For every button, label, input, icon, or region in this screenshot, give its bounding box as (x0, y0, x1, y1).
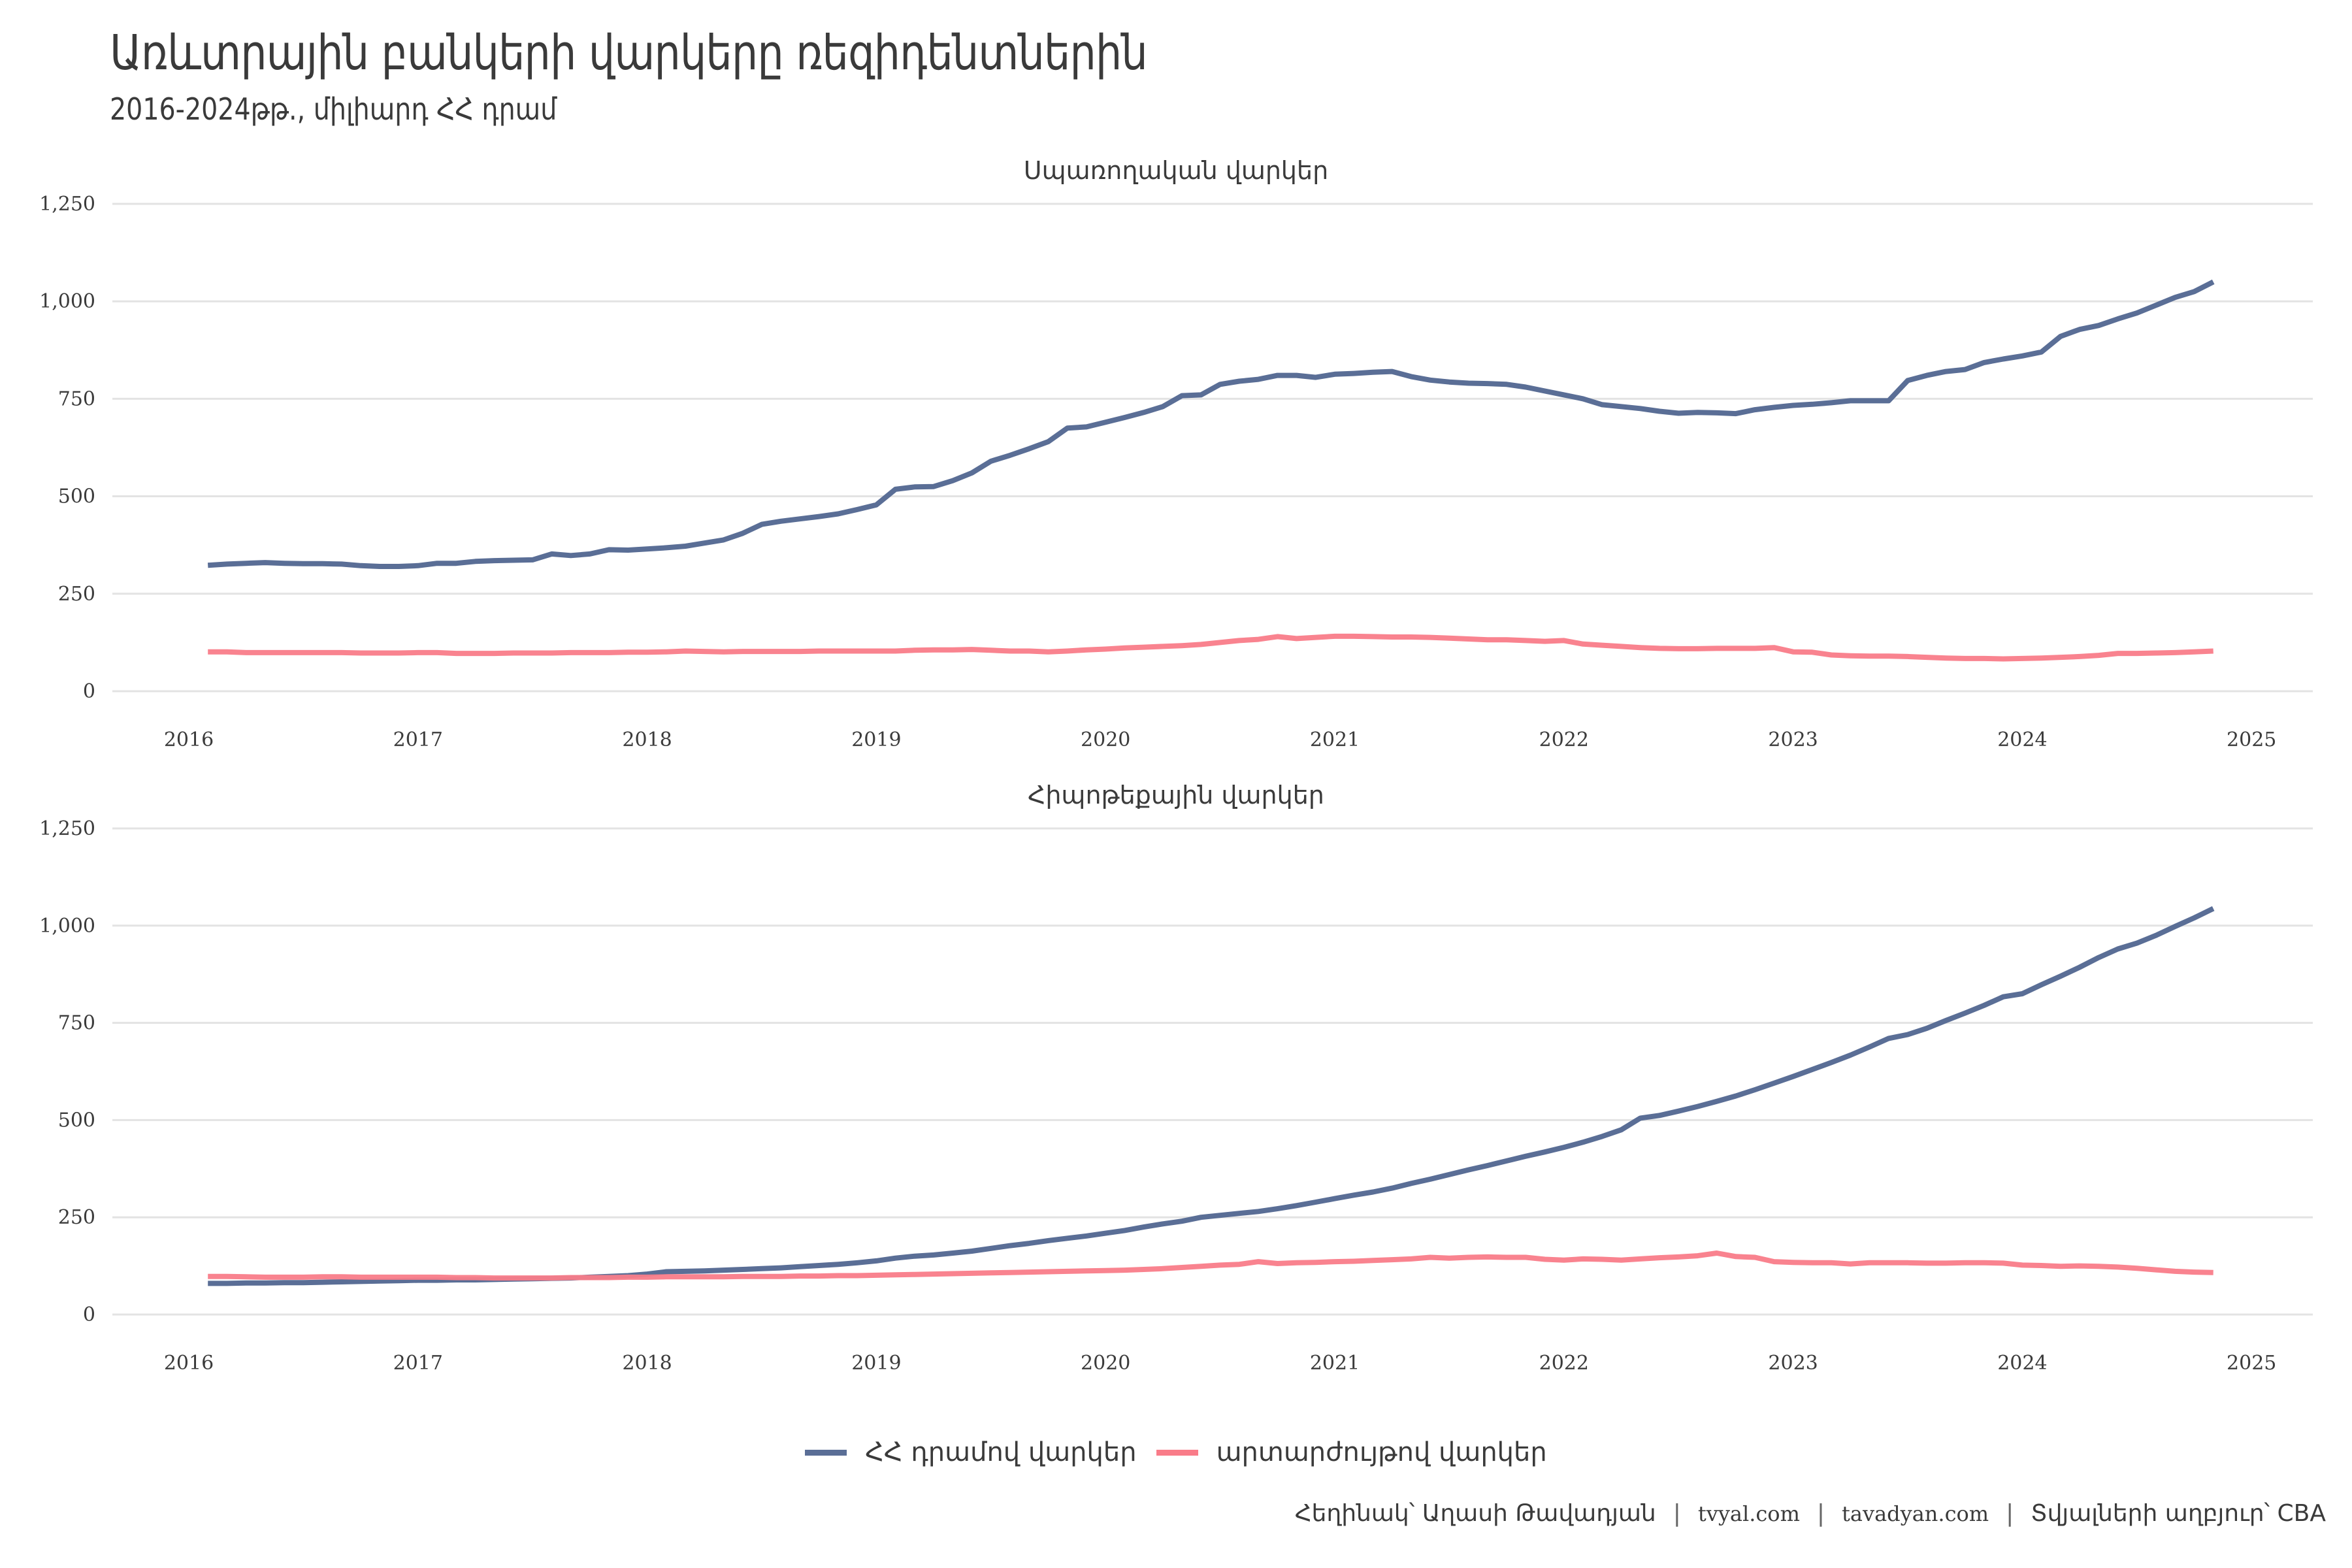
x-tick-label: 2021 (1310, 1352, 1360, 1375)
legend-item-amd: ՀՀ դրամով վարկեր (805, 1437, 1137, 1467)
y-tick-label: 250 (58, 583, 95, 606)
legend-label-amd: ՀՀ դրամով վարկեր (865, 1437, 1137, 1467)
site-link-tvyal[interactable]: tvyal.com (1697, 1501, 1800, 1526)
y-tick-label: 0 (83, 680, 95, 703)
y-tick-label: 750 (58, 387, 95, 410)
y-tick-label: 500 (58, 485, 95, 508)
y-tick-label: 1,000 (39, 290, 95, 313)
y-tick-label: 1,000 (39, 915, 95, 938)
x-tick-label: 2016 (164, 728, 214, 751)
y-tick-label: 0 (83, 1303, 95, 1326)
x-tick-label: 2017 (393, 1352, 443, 1375)
x-tick-label: 2024 (1997, 1352, 2047, 1375)
x-tick-label: 2018 (622, 728, 672, 751)
panel-title: Սպառողական վարկեր (1024, 156, 1328, 185)
separator: | (2006, 1500, 2014, 1527)
separator: | (1673, 1500, 1681, 1527)
x-tick-label: 2019 (851, 728, 901, 751)
y-tick-label: 1,250 (39, 193, 95, 216)
chart-title: Առևտրային բանկերի վարկերը ռեզիդենտներին (110, 25, 1148, 81)
x-tick-label: 2025 (2227, 728, 2276, 751)
series-line-fx (208, 1250, 2213, 1281)
x-tick-label: 2020 (1081, 1352, 1130, 1375)
legend-item-fx: արտարժույթով վարկեր (1156, 1437, 1547, 1467)
legend-label-fx: արտարժույթով վարկեր (1216, 1437, 1547, 1467)
series-line-amd (207, 279, 2215, 569)
facet-panel-2: Հիպոթեքային վարկեր 0 250 500 750 1,000 1,250 20… (39, 781, 2313, 1375)
data-source: Տվյալների աղբյուր՝ CBA (2031, 1500, 2326, 1527)
y-tick-label: 250 (58, 1206, 95, 1229)
facet-panel-1: Սպառողական վարկեր 0 250 500 750 1,000 1,250 201… (39, 156, 2313, 751)
site-link-tavadyan[interactable]: tavadyan.com (1842, 1501, 1989, 1526)
author-credit: Հեղինակ՝ Աղասի Թավադյան (1294, 1500, 1656, 1527)
y-tick-label: 750 (58, 1012, 95, 1035)
series-line-amd (208, 906, 2215, 1286)
separator: | (1816, 1500, 1825, 1527)
legend-swatch-fx (1156, 1449, 1198, 1456)
chart-subtitle: 2016-2024թթ., միլիարդ ՀՀ դրամ (110, 91, 557, 127)
y-tick-label: 500 (58, 1109, 95, 1132)
x-tick-label: 2016 (164, 1352, 214, 1375)
x-tick-label: 2024 (1997, 728, 2047, 751)
legend: ՀՀ դրամով վարկեր արտարժույթով վարկեր (0, 1437, 2352, 1467)
x-tick-label: 2025 (2227, 1352, 2276, 1375)
y-tick-label: 1,250 (39, 817, 95, 840)
x-tick-label: 2017 (393, 728, 443, 751)
series-line-fx (208, 633, 2213, 662)
x-tick-label: 2018 (622, 1352, 672, 1375)
caption: Հեղինակ՝ Աղասի Թավադյան | tvyal.com | ta… (1295, 1500, 2326, 1527)
x-tick-label: 2023 (1768, 1352, 1818, 1375)
legend-swatch-amd (805, 1449, 847, 1456)
x-tick-label: 2021 (1310, 728, 1360, 751)
panel-title: Հիպոթեքային վարկեր (1028, 781, 1324, 809)
x-tick-label: 2020 (1081, 728, 1130, 751)
x-tick-label: 2019 (851, 1352, 901, 1375)
x-tick-label: 2023 (1768, 728, 1818, 751)
x-tick-label: 2022 (1539, 728, 1589, 751)
x-tick-label: 2022 (1539, 1352, 1589, 1375)
